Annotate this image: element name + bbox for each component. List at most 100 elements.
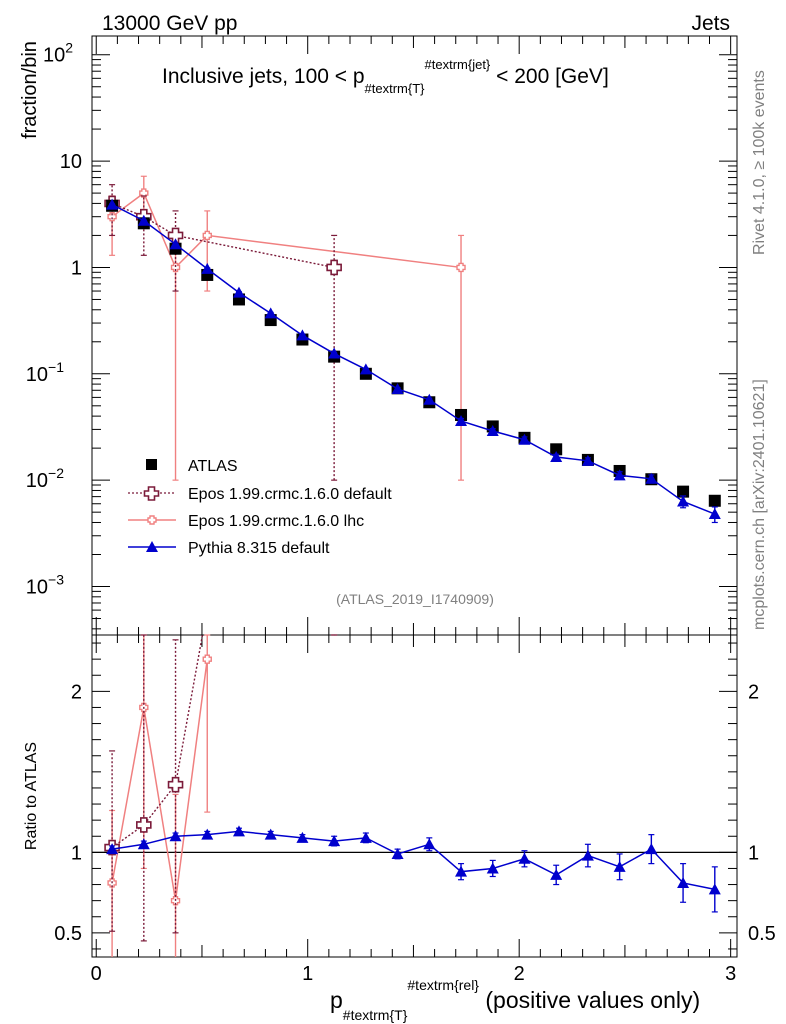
legend-epos-default-label: Epos 1.99.crmc.1.6.0 default: [188, 486, 392, 503]
legend-entry-epos-default: Epos 1.99.crmc.1.6.0 default: [128, 486, 392, 503]
ratio-y-tick-label-right: 2: [748, 681, 759, 703]
main-y-tick-label: 10−3: [26, 572, 64, 599]
data-point-triangle: [106, 198, 119, 210]
data-point-triangle: [359, 831, 372, 843]
data-point-triangle: [677, 495, 690, 507]
ratio-series-layer: [104, 634, 721, 957]
x-tick-label: 1: [302, 963, 313, 985]
data-point-triangle: [708, 883, 721, 895]
ratio-y-axis-label: Ratio to ATLAS: [23, 742, 40, 850]
plot-title: Inclusive jets, 100 < p#textrm{T}#textrm…: [162, 57, 609, 96]
data-point-triangle: [328, 347, 341, 359]
ratio-s1-line: [111, 659, 208, 901]
header-jets-label: Jets: [691, 12, 730, 35]
data-point-triangle: [296, 831, 309, 843]
x-tick-label: 2: [514, 963, 525, 985]
main-s3-series: [106, 198, 721, 524]
main-y-tick-label: 10−1: [26, 359, 64, 386]
legend-epos-lhc-marker: [147, 515, 157, 525]
main-y-tick-label: 10−2: [26, 465, 64, 492]
ratio-tick-labels: 0.5 0.5 1 1 2 2 0 1 2 3: [54, 681, 776, 985]
data-point-square: [677, 485, 690, 498]
data-point-triangle: [645, 843, 658, 855]
main-y-tick-label: 10: [60, 151, 82, 173]
data-point-cross-small: [170, 262, 181, 273]
legend-epos-default-marker: [143, 486, 160, 501]
data-point-triangle: [423, 393, 436, 405]
main-series-layer: [104, 175, 721, 524]
data-point-triangle: [296, 329, 309, 341]
data-point-square: [550, 443, 563, 456]
main-axis-ticks: [92, 36, 737, 635]
legend-pythia-marker: [146, 541, 158, 552]
data-point-triangle: [169, 830, 182, 842]
data-point-cross-small: [202, 230, 212, 241]
data-point-cross-small: [456, 262, 466, 273]
data-point-square: [708, 494, 721, 507]
data-point-triangle: [232, 825, 245, 837]
legend-entry-epos-lhc: Epos 1.99.crmc.1.6.0 lhc: [128, 513, 364, 530]
data-point-triangle: [264, 828, 277, 840]
main-panel: 102 10 1 10−1 10−2 10−3 fraction/bin Inclusiv…: [19, 35, 738, 636]
main-y-tick-label: 1: [71, 257, 82, 279]
data-point-cross-small: [107, 211, 117, 222]
ratio-axis-ticks: [92, 635, 737, 957]
x-tick-label: 3: [725, 963, 736, 985]
data-point-triangle: [486, 862, 499, 874]
data-point-triangle: [391, 382, 404, 394]
data-point-triangle: [423, 838, 436, 850]
legend-atlas-label: ATLAS: [188, 458, 238, 475]
main-y-tick-label: 102: [43, 40, 73, 67]
ratio-y-tick-label-left: 2: [71, 681, 82, 703]
x-axis-label: p#textrm{T}#textrm{rel} (positive values…: [330, 977, 700, 1023]
data-point-cross-small: [139, 188, 149, 198]
data-point-triangle: [201, 828, 214, 840]
legend: ATLAS Epos 1.99.crmc.1.6.0 default Epos …: [128, 458, 392, 557]
data-point-triangle: [106, 843, 119, 855]
legend-atlas-marker: [146, 459, 157, 470]
data-point-triangle: [518, 852, 531, 864]
data-point-triangle: [708, 508, 721, 520]
data-point-triangle: [232, 286, 245, 298]
main-y-tick-exponent: 2: [65, 40, 73, 56]
data-point-triangle: [137, 214, 150, 226]
data-point-cross: [167, 227, 184, 244]
data-point-triangle: [391, 847, 404, 859]
main-y-tick-exponent: −1: [48, 359, 64, 375]
data-point-triangle: [677, 876, 690, 888]
analysis-watermark: (ATLAS_2019_I1740909): [336, 591, 494, 607]
legend-epos-lhc-label: Epos 1.99.crmc.1.6.0 lhc: [188, 513, 364, 530]
data-point-triangle: [581, 849, 594, 861]
data-point-triangle: [201, 262, 214, 274]
ratio-plot-frame: [91, 634, 738, 958]
data-point-triangle: [613, 469, 626, 481]
legend-entry-pythia: Pythia 8.315 default: [128, 540, 330, 557]
main-y-axis-label: fraction/bin: [19, 41, 41, 139]
legend-pythia-label: Pythia 8.315 default: [188, 540, 330, 557]
data-point-triangle: [645, 472, 658, 484]
data-point-cross: [167, 776, 184, 793]
rivet-version-label: Rivet 4.1.0, ≥ 100k events: [751, 70, 768, 255]
data-point-triangle: [264, 307, 277, 319]
data-point-triangle: [581, 454, 594, 466]
data-point-triangle: [455, 865, 468, 877]
data-point-cross: [326, 259, 342, 276]
data-point-triangle: [137, 838, 150, 850]
ratio-s2-line: [111, 830, 715, 891]
legend-entry-atlas: ATLAS: [146, 458, 238, 475]
ratio-y-tick-label-left: 0.5: [54, 923, 82, 945]
data-point-triangle: [359, 363, 372, 375]
main-s2-series: [107, 175, 466, 481]
ratio-panel: 0.5 0.5 1 1 2 2 0 1 2 3 Ratio to ATLAS: [23, 634, 776, 985]
data-point-triangle: [613, 860, 626, 872]
ratio-y-tick-label-right: 0.5: [748, 923, 776, 945]
ratio-s0-series: [104, 634, 338, 942]
data-point-cross: [136, 817, 152, 833]
data-point-triangle: [518, 433, 531, 445]
data-point-triangle: [455, 414, 468, 426]
mcplots-credit-label: mcplots.cern.ch [arXiv:2401.10621]: [751, 379, 768, 630]
ratio-y-tick-label-left: 1: [71, 842, 82, 864]
ratio-s2-series: [106, 825, 721, 913]
data-point-triangle: [328, 835, 341, 847]
